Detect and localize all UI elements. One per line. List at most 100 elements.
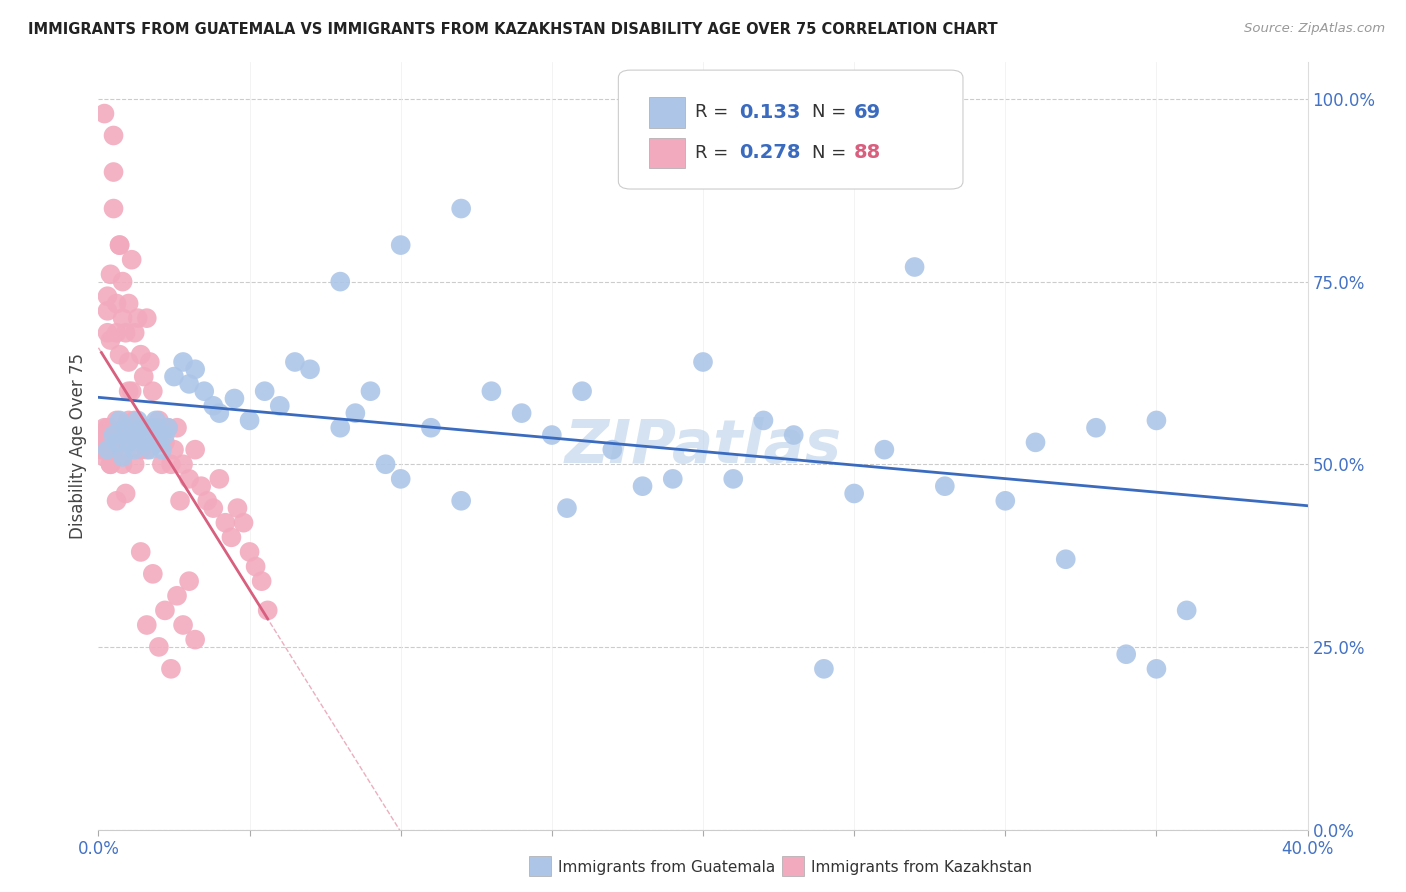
Point <box>571 384 593 399</box>
Point <box>179 574 201 589</box>
Point <box>1054 552 1077 566</box>
Point <box>93 106 115 120</box>
Point <box>124 326 146 340</box>
Point <box>108 413 131 427</box>
Point <box>93 435 115 450</box>
Point <box>813 662 835 676</box>
Point <box>214 516 236 530</box>
Point <box>1115 647 1137 661</box>
Point <box>100 457 122 471</box>
Point <box>150 457 173 471</box>
Point <box>153 435 176 450</box>
Point <box>1144 662 1167 676</box>
Point <box>118 413 141 427</box>
Point <box>510 406 533 420</box>
Point <box>602 442 624 457</box>
Point <box>96 442 118 457</box>
Point <box>132 369 155 384</box>
Point <box>108 435 131 450</box>
Point <box>142 566 165 581</box>
Point <box>148 640 170 654</box>
Point <box>90 428 112 442</box>
Text: Immigrants from Guatemala: Immigrants from Guatemala <box>558 860 776 874</box>
Point <box>121 384 143 399</box>
Point <box>160 457 183 471</box>
Point <box>108 348 131 362</box>
Point <box>127 413 149 427</box>
Point <box>195 493 218 508</box>
Y-axis label: Disability Age Over 75: Disability Age Over 75 <box>69 353 87 539</box>
Text: R =: R = <box>695 144 734 162</box>
Point <box>150 442 173 457</box>
Point <box>118 355 141 369</box>
Point <box>96 303 118 318</box>
Point <box>111 311 134 326</box>
Point <box>540 428 562 442</box>
Point <box>752 413 775 427</box>
Point <box>184 632 207 647</box>
Point <box>631 479 654 493</box>
Point <box>114 421 136 435</box>
Point <box>105 435 128 450</box>
Point <box>148 413 170 427</box>
Point <box>135 311 157 326</box>
Point <box>111 450 134 464</box>
Point <box>96 326 118 340</box>
Point <box>208 406 231 420</box>
Point <box>723 472 745 486</box>
Point <box>184 362 207 376</box>
Point <box>166 589 188 603</box>
Point <box>135 428 157 442</box>
Point <box>193 384 215 399</box>
Point <box>190 479 212 493</box>
Point <box>450 493 472 508</box>
Point <box>127 311 149 326</box>
Text: 88: 88 <box>855 144 882 162</box>
Point <box>96 421 118 435</box>
Point <box>114 421 136 435</box>
Point <box>153 428 176 442</box>
Point <box>692 85 714 99</box>
Point <box>299 362 322 376</box>
Point <box>132 421 155 435</box>
Point <box>118 384 141 399</box>
Point <box>105 326 128 340</box>
Point <box>256 603 278 617</box>
Point <box>142 384 165 399</box>
Point <box>245 559 267 574</box>
Point <box>93 421 115 435</box>
Point <box>121 428 143 442</box>
Point <box>129 348 152 362</box>
Point <box>224 392 246 406</box>
Point <box>783 428 806 442</box>
Point <box>103 428 125 442</box>
Point <box>202 399 225 413</box>
Point <box>166 421 188 435</box>
Text: N =: N = <box>811 103 852 121</box>
Point <box>114 326 136 340</box>
Point <box>873 442 896 457</box>
Point <box>329 275 352 289</box>
Point <box>111 457 134 471</box>
Point <box>105 493 128 508</box>
Point <box>374 457 396 471</box>
Point <box>934 479 956 493</box>
Point <box>239 545 262 559</box>
Text: N =: N = <box>811 144 852 162</box>
Text: ZIPatlas: ZIPatlas <box>564 417 842 475</box>
Text: R =: R = <box>695 103 734 121</box>
Point <box>111 442 134 457</box>
Point <box>153 603 176 617</box>
Point <box>172 355 194 369</box>
Point <box>904 260 927 274</box>
Point <box>118 296 141 310</box>
Point <box>169 493 191 508</box>
Point <box>172 618 194 632</box>
Point <box>129 442 152 457</box>
Point <box>145 413 167 427</box>
Point <box>124 442 146 457</box>
Point <box>139 355 162 369</box>
Point <box>184 442 207 457</box>
Point <box>139 442 162 457</box>
Point <box>239 413 262 427</box>
